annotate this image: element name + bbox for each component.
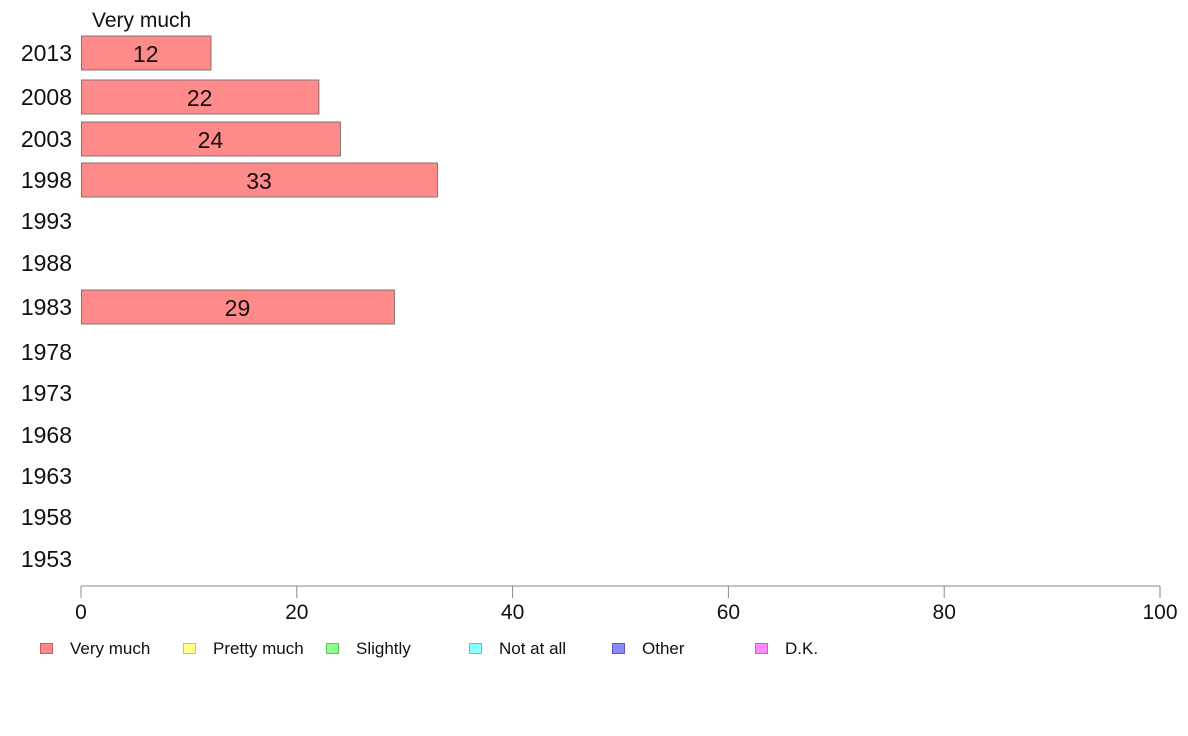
legend-swatch bbox=[612, 643, 625, 654]
legend-swatch bbox=[40, 643, 53, 654]
x-tick-label: 80 bbox=[933, 601, 956, 624]
bar-value-label: 29 bbox=[225, 295, 251, 321]
legend-label: Slightly bbox=[356, 639, 411, 658]
year-label: 1978 bbox=[21, 339, 72, 365]
bar-value-label: 12 bbox=[133, 41, 159, 67]
legend-swatch bbox=[469, 643, 482, 654]
legend-label: Very much bbox=[70, 639, 151, 658]
year-label: 1963 bbox=[21, 463, 72, 489]
x-tick-label: 100 bbox=[1142, 601, 1177, 624]
year-label: 1983 bbox=[21, 294, 72, 320]
x-tick-label: 60 bbox=[717, 601, 740, 624]
legend-swatch bbox=[183, 643, 196, 654]
legend-swatch bbox=[326, 643, 339, 654]
bar bbox=[81, 289, 395, 325]
x-tick-label: 20 bbox=[285, 601, 308, 624]
bar-value-label: 22 bbox=[187, 85, 213, 111]
year-label: 1973 bbox=[21, 380, 72, 406]
year-label: 1953 bbox=[21, 546, 72, 572]
bar-value-label: 24 bbox=[198, 127, 224, 153]
year-label: 1968 bbox=[21, 422, 72, 448]
year-label: 1998 bbox=[21, 167, 72, 193]
legend: Very much Pretty much Slightly Not at al… bbox=[0, 638, 1188, 662]
year-label: 2003 bbox=[21, 126, 72, 152]
x-tick-label: 40 bbox=[501, 601, 524, 624]
year-label: 1958 bbox=[21, 504, 72, 530]
legend-label: Pretty much bbox=[213, 639, 304, 658]
year-label: 2008 bbox=[21, 84, 72, 110]
year-label: 2013 bbox=[21, 40, 72, 66]
legend-label: Other bbox=[642, 639, 685, 658]
bar-chart: Very much 2013 2008 2003 1998 1993 1988 1983 19… bbox=[21, 9, 1178, 624]
series-header: Very much bbox=[92, 9, 191, 32]
year-label: 1988 bbox=[21, 250, 72, 276]
year-label: 1993 bbox=[21, 208, 72, 234]
bar bbox=[81, 162, 439, 198]
legend-swatch bbox=[755, 643, 768, 654]
bar bbox=[81, 121, 341, 157]
legend-label: D.K. bbox=[785, 639, 819, 658]
bar bbox=[81, 35, 212, 71]
x-tick-label: 0 bbox=[75, 601, 87, 624]
bar-value-label: 33 bbox=[246, 168, 272, 194]
legend-label: Not at all bbox=[499, 639, 567, 658]
bar bbox=[81, 79, 320, 115]
